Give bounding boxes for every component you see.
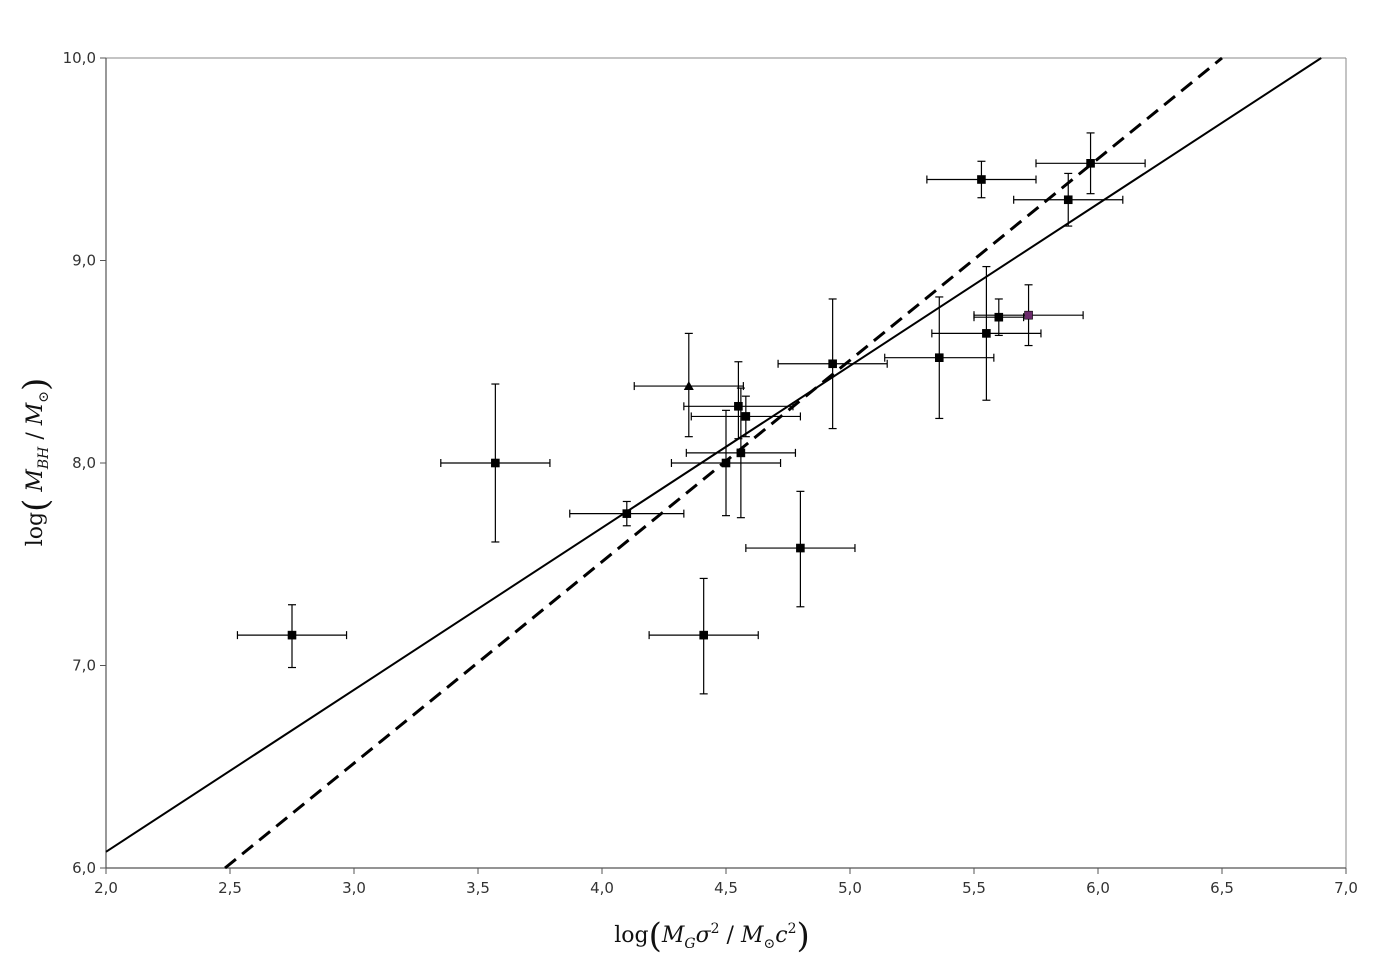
square-marker	[736, 448, 746, 458]
data-point	[633, 332, 744, 438]
x-tick-label: 4,5	[714, 879, 738, 897]
y-tick-label: 8,0	[72, 454, 96, 472]
data-point	[685, 387, 797, 519]
data-point	[569, 500, 685, 527]
x-tick-label: 3,0	[342, 879, 366, 897]
x-tick-label: 6,0	[1086, 879, 1110, 897]
square-marker	[734, 401, 743, 411]
x-axis-title: log(MGσ2 / M⊙c2)	[614, 916, 810, 956]
square-marker	[828, 359, 837, 369]
y-tick-label: 7,0	[72, 657, 96, 675]
data-point	[670, 409, 782, 517]
square-marker	[934, 353, 944, 363]
square-marker	[1024, 310, 1033, 320]
data-point	[1035, 132, 1146, 195]
svg-text:log( MBH / M⊙): log( MBH / M⊙)	[16, 378, 56, 547]
data-point	[648, 577, 759, 695]
data-point	[440, 383, 551, 543]
square-marker	[741, 412, 751, 421]
square-marker	[699, 630, 708, 640]
fit-line-solid	[105, 57, 1322, 853]
data-point	[1013, 172, 1124, 227]
x-tick-label: 2,0	[94, 879, 118, 897]
square-marker	[1063, 195, 1073, 205]
axes	[100, 57, 1347, 874]
triangle-marker	[683, 381, 694, 391]
data-point	[884, 296, 995, 420]
y-tick-label: 6,0	[72, 859, 96, 877]
data-point	[973, 284, 1084, 347]
data-points	[236, 132, 1146, 695]
data-point	[236, 604, 348, 669]
data-point	[931, 265, 1042, 401]
data-point	[690, 395, 802, 438]
x-tick-label: 7,0	[1334, 879, 1358, 897]
y-tick-label: 9,0	[72, 252, 96, 270]
data-point	[777, 298, 888, 430]
square-marker	[1086, 159, 1095, 168]
svg-text:log(MGσ2 / M⊙c2): log(MGσ2 / M⊙c2)	[614, 916, 810, 956]
x-tick-label: 4,0	[590, 879, 614, 897]
square-marker	[721, 458, 731, 468]
x-tick-label: 3,5	[466, 879, 490, 897]
square-marker	[994, 312, 1004, 322]
square-marker	[622, 509, 632, 518]
x-tick-label: 5,0	[838, 879, 862, 897]
x-tick-label: 6,5	[1210, 879, 1234, 897]
data-point	[926, 160, 1037, 199]
x-tick-label: 2,5	[218, 879, 242, 897]
square-marker	[287, 630, 297, 640]
square-marker	[977, 175, 986, 184]
square-marker	[796, 543, 805, 553]
data-point	[973, 298, 1025, 337]
square-marker	[491, 458, 500, 468]
y-tick-label: 10,0	[63, 49, 96, 67]
data-point	[683, 361, 794, 440]
data-point	[745, 490, 856, 608]
x-tick-label: 5,5	[962, 879, 986, 897]
tick-labels: 2,0 2,5 3,0 3,5 4,0 4,5 5,0 5,5 6,0 6,5 7,0 6,0 7,0 8…	[63, 49, 1358, 897]
y-axis-title: log( MBH / M⊙)	[16, 378, 56, 547]
square-marker	[982, 329, 991, 338]
